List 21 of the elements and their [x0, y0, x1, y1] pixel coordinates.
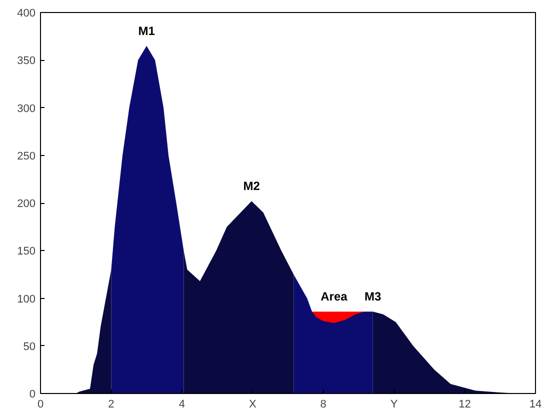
y-tick-label: 250 — [17, 150, 36, 162]
x-tick-label: 8 — [320, 398, 326, 410]
x-tick-label: 0 — [37, 398, 44, 410]
x-tick-label: 12 — [458, 398, 471, 410]
x-tick-label: 4 — [178, 398, 185, 410]
y-tick-label: 50 — [23, 340, 36, 353]
x-tick-label: X — [248, 398, 257, 410]
annotation: M2 — [243, 179, 260, 194]
y-tick-label: 150 — [17, 246, 36, 258]
y-tick-label: 0 — [29, 388, 36, 400]
annotation: M3 — [364, 290, 382, 304]
y-tick-label: 200 — [17, 198, 36, 210]
annotation: Area — [320, 290, 348, 304]
y-tick-label: 300 — [17, 102, 36, 115]
x-tick-label: 14 — [529, 398, 542, 410]
x-tick-label: Y — [390, 398, 398, 410]
y-tick-label: 350 — [17, 55, 36, 68]
annotation: M1 — [138, 24, 156, 38]
y-tick-label: 100 — [17, 293, 36, 306]
y-tick-label: 400 — [17, 8, 36, 20]
x-tick-label: 2 — [108, 398, 114, 410]
